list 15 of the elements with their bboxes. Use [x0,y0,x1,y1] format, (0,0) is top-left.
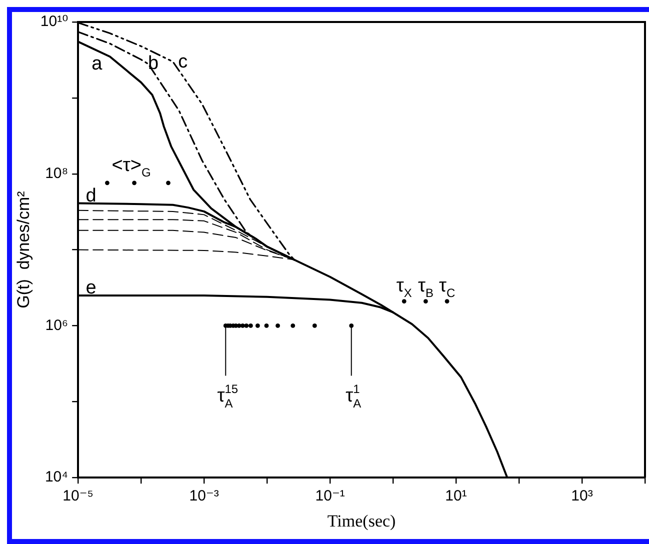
annotation: e [86,278,96,299]
y-axis-title: G(t) dynes/cm² [14,190,33,308]
annotation: c [178,52,188,73]
x-tick-label: 10¹ [445,488,467,505]
y-tick-label: 10¹⁰ [40,13,68,30]
y-tick-label: 10⁶ [45,316,68,334]
x-tick-label: 10⁻³ [189,488,219,505]
x-tick-label: 10⁻¹ [315,488,345,505]
annotation: a [92,54,103,75]
x-tick-label: 10⁻⁵ [62,488,94,505]
x-tick-label: 10³ [571,488,593,505]
annotation: d [86,185,96,206]
x-axis-title: Time(sec) [327,511,396,530]
y-tick-label: 10⁸ [45,165,68,182]
y-tick-label: 10⁴ [44,468,68,486]
